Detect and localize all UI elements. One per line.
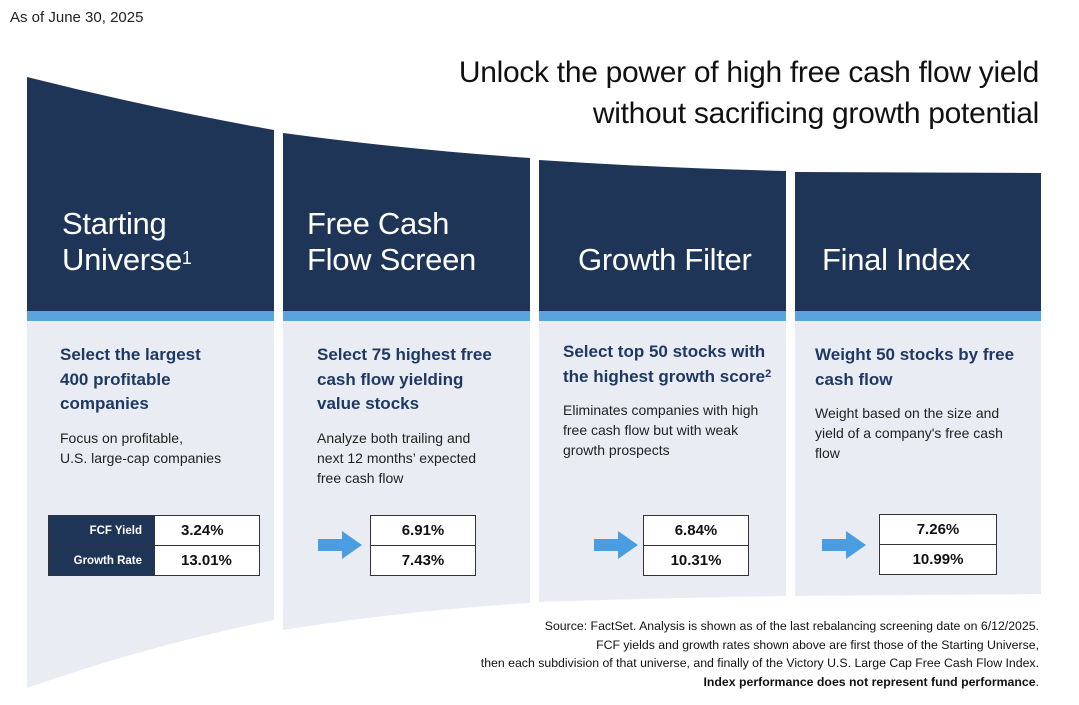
stage-2-heading-line-2: cash flow yielding: [317, 369, 464, 389]
stage-1-title: Starting Universe1: [62, 206, 192, 278]
metrics-row-fcf: FCF Yield 3.24%: [48, 515, 260, 546]
stage-2-heading-line-1: Select 75 highest free: [317, 345, 492, 364]
stage-4-metrics-table: 7.26% 10.99%: [879, 514, 997, 575]
stage-3-growth-rate: 10.31%: [643, 545, 749, 576]
column-gap-3: [786, 160, 795, 620]
arrow-right-icon: [822, 531, 866, 559]
stage-1-growth-rate: 13.01%: [154, 545, 260, 576]
panel-bg-1: [27, 320, 274, 688]
stage-3-heading: Select top 50 stocks with the highest gr…: [563, 340, 771, 389]
arrow-right-icon: [318, 531, 362, 559]
header-block-4: [795, 172, 1041, 311]
disclaimer-text: Index performance does not represent fun…: [703, 674, 1036, 689]
metrics-row-growth: 7.43%: [370, 545, 476, 576]
stage-3-fcf-yield: 6.84%: [643, 515, 749, 546]
stage-1-fcf-yield: 3.24%: [154, 515, 260, 546]
metrics-row-growth: Growth Rate 13.01%: [48, 545, 260, 576]
stage-3-title-line-1: Growth Filter: [578, 242, 752, 277]
stage-2-heading-line-3: value stocks: [317, 394, 420, 413]
metrics-row-fcf: 6.91%: [370, 515, 476, 546]
stage-3-metrics-table: 6.84% 10.31%: [643, 515, 749, 576]
stage-3-description: Eliminates companies with high free cash…: [563, 400, 758, 460]
stage-4-heading-line-1: Weight 50 stocks by free: [815, 345, 1015, 364]
stage-1-heading-line-3: companies: [60, 394, 149, 413]
stage-2-desc-line-2: next 12 months’ expected: [317, 450, 477, 466]
header-block-1: [27, 77, 274, 311]
stage-1-title-line-2: Universe: [62, 242, 182, 277]
stage-4-desc-line-2: yield of a company's free cash: [815, 425, 1003, 441]
stage-4-growth-rate: 10.99%: [879, 544, 997, 575]
metrics-row-growth: 10.99%: [879, 544, 997, 575]
stage-4-fcf-yield: 7.26%: [879, 514, 997, 545]
stage-1-heading-line-2: 400 profitable: [60, 369, 171, 389]
source-note: Source: FactSet. Analysis is shown as of…: [339, 617, 1039, 691]
stage-2-desc-line-1: Analyze both trailing and: [317, 430, 471, 446]
stage-2-metrics-table: 6.91% 7.43%: [370, 515, 476, 576]
stage-4-desc-line-3: flow: [815, 445, 840, 461]
stage-1-heading: Select the largest 400 profitable compan…: [60, 343, 201, 417]
growth-rate-label: Growth Rate: [48, 545, 155, 576]
footnote-marker-2: 2: [765, 367, 772, 380]
stage-1-desc-line-2: U.S. large-cap companies: [60, 450, 222, 466]
stage-4-description: Weight based on the size and yield of a …: [815, 403, 1003, 463]
headline: Unlock the power of high free cash flow …: [399, 52, 1039, 134]
fcf-yield-label: FCF Yield: [48, 515, 155, 546]
source-line-2: FCF yields and growth rates shown above …: [596, 637, 1039, 652]
stage-2-desc-line-3: free cash flow: [317, 470, 404, 486]
headline-line-1: Unlock the power of high free cash flow …: [458, 56, 1039, 89]
stage-3-title: Growth Filter: [578, 242, 752, 278]
header-block-3: [539, 160, 786, 311]
metrics-row-growth: 10.31%: [643, 545, 749, 576]
stage-3-desc-line-2: free cash flow but with weak: [563, 422, 739, 438]
metrics-row-fcf: 6.84%: [643, 515, 749, 546]
stage-2-growth-rate: 7.43%: [370, 545, 476, 576]
footnote-marker-1: 1: [181, 248, 192, 268]
metrics-row-fcf: 7.26%: [879, 514, 997, 545]
arrow-right-icon: [594, 531, 638, 559]
stage-3-heading-line-2: the highest growth score: [563, 366, 766, 386]
stage-2-description: Analyze both trailing and next 12 months…: [317, 428, 476, 488]
stage-3-desc-line-1: Eliminates companies with high: [563, 402, 759, 418]
stage-3-heading-line-1: Select top 50 stocks with: [563, 342, 766, 361]
headline-line-2: without sacrificing growth potential: [592, 97, 1039, 130]
stage-2-fcf-yield: 6.91%: [370, 515, 476, 546]
column-gap-1: [274, 120, 283, 700]
stage-1-desc-line-1: Focus on profitable,: [60, 430, 183, 446]
stage-1-title-line-1: Starting: [62, 206, 167, 241]
header-block-2: [283, 133, 530, 311]
stage-1-heading-line-1: Select the largest: [60, 345, 201, 364]
stage-4-desc-line-1: Weight based on the size and: [815, 405, 1000, 421]
stage-3-desc-line-3: growth prospects: [563, 442, 670, 458]
stage-4-title: Final Index: [822, 242, 971, 278]
stage-1-metrics-table: FCF Yield 3.24% Growth Rate 13.01%: [48, 515, 260, 576]
stage-1-description: Focus on profitable, U.S. large-cap comp…: [60, 428, 221, 468]
stage-2-title: Free Cash Flow Screen: [307, 206, 476, 278]
column-gap-2: [530, 150, 539, 650]
stage-4-title-line-1: Final Index: [822, 242, 971, 277]
disclaimer-period: .: [1035, 674, 1039, 689]
stage-4-heading: Weight 50 stocks by free cash flow: [815, 343, 1014, 392]
stage-2-title-line-2: Flow Screen: [307, 242, 476, 277]
stage-2-title-line-1: Free Cash: [307, 206, 450, 241]
source-line-1: Source: FactSet. Analysis is shown as of…: [544, 619, 1039, 633]
date-label: As of June 30, 2025: [10, 9, 144, 26]
stage-2-heading: Select 75 highest free cash flow yieldin…: [317, 343, 492, 417]
source-line-3: then each subdivision of that universe, …: [480, 656, 1039, 670]
stage-4-heading-line-2: cash flow: [815, 369, 893, 389]
